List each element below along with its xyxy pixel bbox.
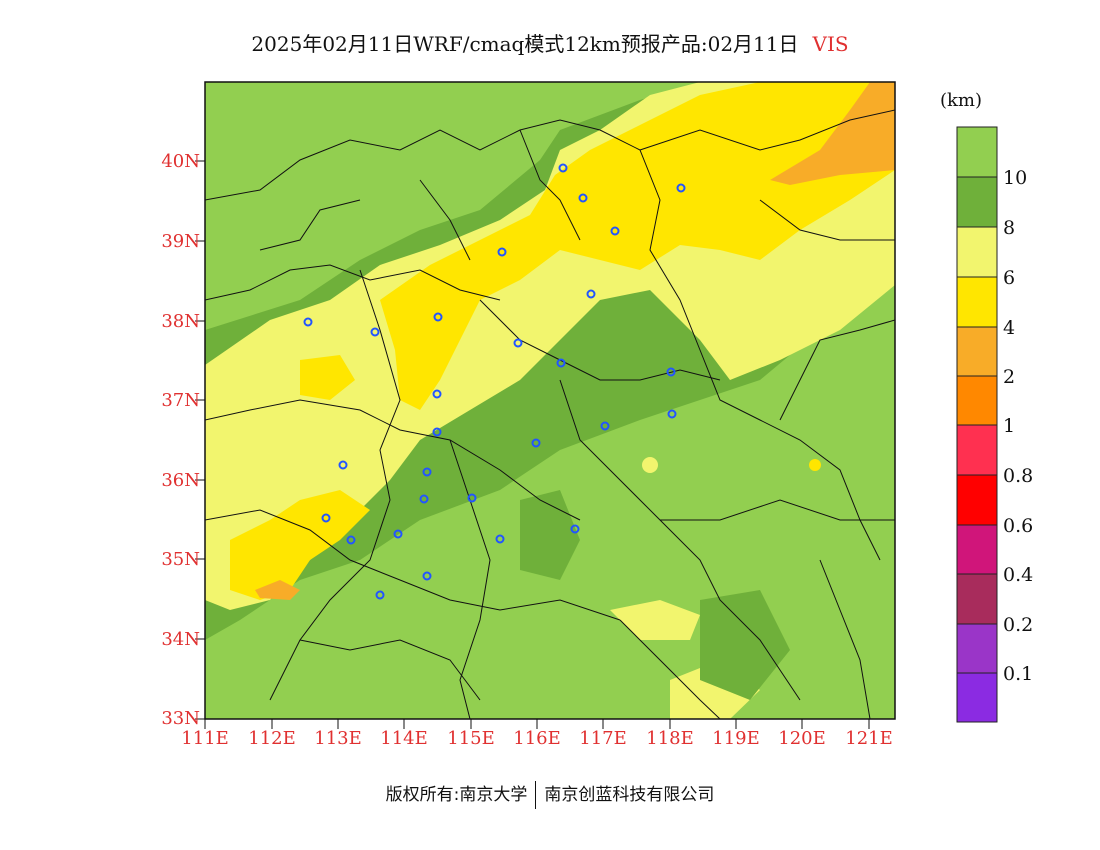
- copyright-company: 南京创蓝科技有限公司: [544, 785, 715, 805]
- lon-tick-117e: 117E: [579, 728, 627, 749]
- colorbar-swatch-8-10: [957, 177, 997, 227]
- vis-6-region-se1: [610, 600, 700, 640]
- colorbar-unit: (km): [940, 90, 983, 111]
- vis-8-region-se: [700, 590, 790, 700]
- vis-4-region-south: [230, 490, 370, 600]
- lon-tick-111e: 111E: [181, 728, 229, 749]
- lat-tick-33n: 33N: [161, 708, 200, 729]
- colorbar-swatch-0.1-0.2: [957, 624, 997, 673]
- colorbar-label-1: 1: [1003, 415, 1016, 437]
- copyright-owner: 版权所有:南京大学: [385, 785, 528, 805]
- colorbar-swatch-0.8-1: [957, 425, 997, 475]
- colorbar-swatch-0.6-0.8: [957, 475, 997, 525]
- lat-tick-40n: 40N: [161, 151, 200, 172]
- colorbar-swatch-0.4-0.6: [957, 525, 997, 574]
- colorbar-swatch-0.2-0.4: [957, 574, 997, 624]
- lat-tick-37n: 37N: [161, 390, 200, 411]
- title-variable: VIS: [812, 32, 849, 56]
- vis-4-region-west: [300, 355, 355, 400]
- colorbar-label-10: 10: [1003, 167, 1028, 189]
- colorbar-label-0.6: 0.6: [1003, 515, 1034, 537]
- lon-tick-113e: 113E: [314, 728, 362, 749]
- colorbar-label-8: 8: [1003, 217, 1016, 239]
- colorbar-label-0.1: 0.1: [1003, 663, 1034, 685]
- map-title: 2025年02月11日WRF/cmaq模式12km预报产品:02月11日 VIS: [0, 28, 1100, 57]
- vis-2-region-ne: [770, 82, 895, 185]
- colorbar-swatch-4-6: [957, 277, 997, 327]
- map-field: [205, 82, 895, 719]
- lat-tick-36n: 36N: [161, 470, 200, 491]
- colorbar-swatch-2-4: [957, 327, 997, 376]
- colorbar-swatch-10plus: [957, 127, 997, 177]
- colorbar-swatch-below-0.1: [957, 673, 997, 722]
- lat-tick-38n: 38N: [161, 311, 200, 332]
- lat-tick-34n: 34N: [161, 629, 200, 650]
- city-markers: [303, 163, 686, 600]
- copyright-footer: 版权所有:南京大学 南京创蓝科技有限公司: [0, 780, 1100, 809]
- colorbar-label-0.4: 0.4: [1003, 564, 1034, 586]
- lat-tick-35n: 35N: [161, 549, 200, 570]
- vis-2-region-sw: [255, 580, 300, 600]
- lon-tick-118e: 118E: [646, 728, 694, 749]
- colorbar-label-0.8: 0.8: [1003, 465, 1034, 487]
- colorbar: [956, 126, 998, 723]
- lon-tick-119e: 119E: [712, 728, 760, 749]
- lon-tick-112e: 112E: [248, 728, 296, 749]
- tick-marks: [195, 160, 870, 729]
- lon-tick-114e: 114E: [380, 728, 428, 749]
- colorbar-swatch-1-2: [957, 376, 997, 425]
- colorbar-label-4: 4: [1003, 317, 1016, 339]
- lon-tick-120e: 120E: [778, 728, 826, 749]
- colorbar-label-0.2: 0.2: [1003, 614, 1034, 636]
- colorbar-label-2: 2: [1003, 366, 1016, 388]
- lon-tick-121e: 121E: [845, 728, 893, 749]
- lon-tick-116e: 116E: [513, 728, 561, 749]
- vis-6-spot: [642, 457, 658, 473]
- vis-4-spot: [809, 459, 821, 471]
- colorbar-swatch-6-8: [957, 227, 997, 277]
- footer-separator: [535, 781, 537, 809]
- vis-4-region-north: [380, 82, 895, 410]
- title-text: 2025年02月11日WRF/cmaq模式12km预报产品:02月11日: [251, 32, 799, 56]
- lon-tick-115e: 115E: [447, 728, 495, 749]
- lat-tick-39n: 39N: [161, 231, 200, 252]
- admin-borders: [205, 109, 895, 719]
- colorbar-label-6: 6: [1003, 267, 1016, 289]
